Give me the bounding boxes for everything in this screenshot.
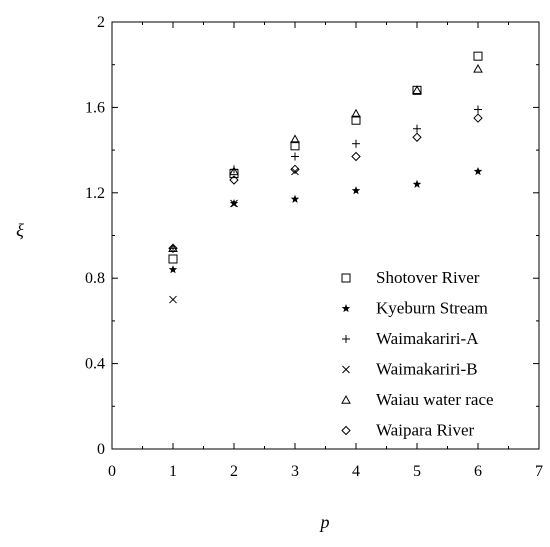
- data-point-square: [290, 141, 300, 151]
- data-point-plus: [291, 152, 299, 161]
- legend-marker-plus: [342, 335, 350, 343]
- data-point-triangle: [290, 134, 300, 144]
- y-tick-label: 0.4: [85, 356, 105, 373]
- x-axis-label: p: [319, 512, 330, 532]
- legend-marker-cross: [342, 365, 350, 374]
- data-point-diamond: [168, 243, 178, 254]
- data-point-square: [473, 51, 483, 61]
- data-points: [168, 51, 483, 304]
- data-point-triangle: [168, 243, 178, 253]
- legend-label: Waimakariri-B: [376, 360, 478, 379]
- legend-label: Waipara River: [376, 421, 475, 440]
- data-point-star: [290, 194, 300, 203]
- legend-marker-star: [341, 304, 351, 313]
- data-point-diamond: [229, 175, 239, 185]
- data-point-square: [168, 254, 178, 264]
- legend-marker-diamond: [341, 425, 351, 436]
- data-point-diamond: [351, 151, 361, 162]
- axis-ticks: [111, 21, 540, 450]
- x-tick-label: 5: [413, 463, 421, 480]
- legend-marker-square: [341, 273, 351, 283]
- plot-frame: [111, 21, 540, 450]
- legend-label: Waimakariri-A: [376, 329, 479, 348]
- data-point-plus: [474, 105, 482, 114]
- y-tick-label: 2: [97, 14, 105, 31]
- x-tick-label: 4: [352, 463, 360, 480]
- data-point-diamond: [290, 164, 300, 175]
- x-tick-label: 1: [169, 463, 177, 480]
- x-tick-label: 2: [230, 463, 238, 480]
- data-point-triangle: [351, 108, 361, 118]
- data-point-square: [351, 115, 361, 125]
- legend-label: Waiau water race: [376, 390, 494, 409]
- data-point-diamond: [412, 132, 422, 142]
- data-point-plus: [352, 139, 360, 148]
- data-point-cross: [169, 295, 177, 304]
- y-axis-label: ξ: [16, 220, 24, 240]
- x-tick-label: 0: [108, 463, 116, 480]
- x-tick-label: 7: [535, 463, 543, 480]
- data-point-star: [351, 186, 361, 195]
- legend-label: Kyeburn Stream: [376, 299, 488, 318]
- data-point-plus: [413, 124, 421, 133]
- y-tick-label: 0: [97, 441, 105, 458]
- data-point-star: [473, 166, 483, 176]
- axis-tick-labels: 0 1 2 3 4 5 6 7 0 0.4 0.8 1.2 1.6 2: [85, 14, 543, 480]
- data-point-triangle: [412, 85, 422, 95]
- data-point-cross: [230, 199, 238, 208]
- data-point-cross: [291, 167, 299, 176]
- data-point-triangle: [473, 63, 483, 73]
- y-tick-label: 1.2: [85, 185, 105, 202]
- legend: Shotover River Kyeburn Stream Waimakariri-…: [341, 268, 494, 440]
- legend-marker-triangle: [341, 394, 351, 404]
- x-tick-label: 6: [474, 463, 482, 480]
- data-point-triangle: [229, 166, 239, 176]
- x-tick-label: 3: [291, 463, 299, 480]
- legend-label: Shotover River: [376, 268, 480, 287]
- y-tick-label: 0.8: [85, 270, 105, 287]
- data-point-diamond: [473, 113, 483, 123]
- y-tick-label: 1.6: [85, 99, 105, 116]
- data-point-star: [412, 179, 422, 188]
- data-point-star: [168, 265, 178, 274]
